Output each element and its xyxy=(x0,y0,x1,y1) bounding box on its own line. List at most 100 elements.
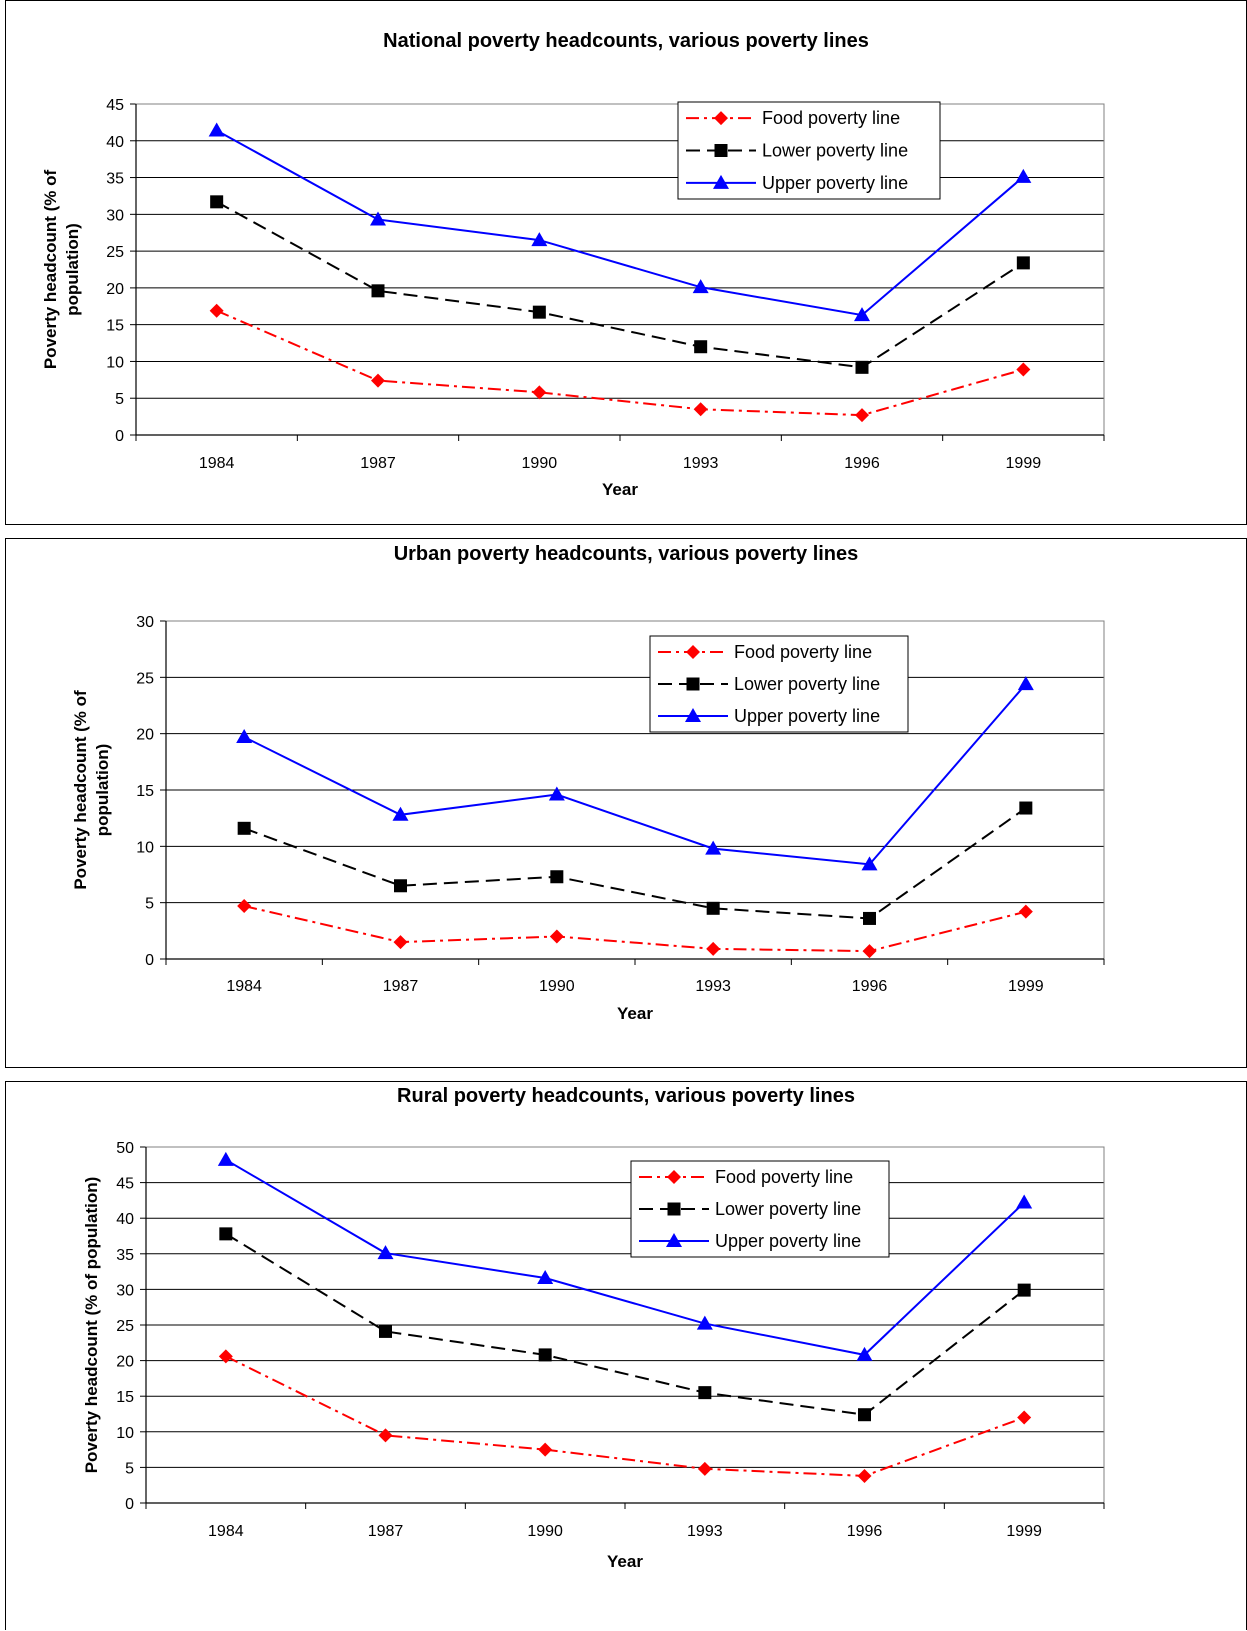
x-tick-label: 1990 xyxy=(539,978,575,995)
data-point xyxy=(393,935,408,950)
series-lower-poverty-line xyxy=(219,1227,1031,1422)
legend-marker xyxy=(685,708,701,722)
series-line xyxy=(225,1355,1025,1477)
y-tick-label: 10 xyxy=(116,1425,134,1442)
y-tick-label: 30 xyxy=(106,207,124,224)
data-point xyxy=(531,232,548,247)
y-tick-label: 0 xyxy=(145,952,154,969)
y-tick-label: 5 xyxy=(145,896,154,913)
x-tick-label: 1996 xyxy=(847,1523,883,1540)
x-tick-label: 1999 xyxy=(1006,1523,1042,1540)
data-point xyxy=(209,303,224,318)
y-tick-label: 35 xyxy=(116,1247,134,1264)
series-food-poverty-line xyxy=(237,899,1033,959)
data-point xyxy=(1016,1194,1033,1209)
y-tick-label: 15 xyxy=(106,318,124,335)
y-axis-title: Poverty headcount (% of population) xyxy=(82,1177,101,1474)
chart-title: Urban poverty headcounts, various povert… xyxy=(394,543,859,565)
data-point xyxy=(861,856,878,871)
data-point xyxy=(696,1315,713,1330)
x-tick-label: 1993 xyxy=(683,455,719,472)
data-point xyxy=(538,1348,552,1362)
x-axis-title: Year xyxy=(602,480,638,499)
data-point xyxy=(1017,1283,1031,1297)
data-point xyxy=(693,402,708,417)
legend-label: Food poverty line xyxy=(762,108,900,128)
series-line xyxy=(225,1158,1025,1356)
data-point xyxy=(1017,676,1034,691)
data-point xyxy=(692,279,709,294)
x-tick-label: 1993 xyxy=(695,978,731,995)
data-point xyxy=(706,941,721,956)
y-tick-label: 40 xyxy=(106,134,124,151)
legend-marker xyxy=(667,1170,681,1184)
x-axis-title: Year xyxy=(617,1004,653,1023)
legend-label: Lower poverty line xyxy=(762,141,908,161)
x-tick-label: 1996 xyxy=(852,978,888,995)
data-point xyxy=(1016,256,1030,270)
x-tick-label: 1999 xyxy=(1008,978,1044,995)
series-line xyxy=(216,309,1024,417)
data-point xyxy=(236,729,253,744)
data-point xyxy=(862,944,877,959)
national-chart-frame: National poverty headcounts, various pov… xyxy=(5,0,1247,525)
legend-label: Upper poverty line xyxy=(715,1231,861,1251)
y-tick-label: 25 xyxy=(116,1318,134,1335)
data-point xyxy=(532,385,547,400)
data-point xyxy=(392,806,409,821)
data-point xyxy=(1015,168,1032,183)
y-tick-label: 15 xyxy=(116,1389,134,1406)
legend-marker xyxy=(686,677,700,691)
legend-marker xyxy=(714,144,728,157)
data-point xyxy=(219,1227,233,1241)
urban-poverty-chart: Urban poverty headcounts, various povert… xyxy=(71,543,1105,1023)
data-point xyxy=(854,307,870,322)
series-line xyxy=(216,129,1024,317)
data-point xyxy=(855,360,869,374)
data-point xyxy=(538,1442,553,1457)
x-tick-label: 1984 xyxy=(208,1523,244,1540)
legend: Food poverty line Lower poverty line Upper… xyxy=(630,1160,890,1258)
y-axis-title-line: Poverty headcount (% of xyxy=(71,690,90,890)
legend-marker xyxy=(666,1233,682,1247)
x-tick-label: 1990 xyxy=(527,1523,563,1540)
y-tick-label: 10 xyxy=(106,354,124,371)
x-tick-label: 1987 xyxy=(368,1523,404,1540)
data-point xyxy=(537,1270,554,1285)
y-tick-label: 50 xyxy=(116,1140,134,1157)
y-tick-label: 30 xyxy=(116,1282,134,1299)
data-point xyxy=(698,1386,712,1400)
data-point xyxy=(1017,1410,1032,1425)
y-axis-title: Poverty headcount (% of population) xyxy=(41,170,82,370)
plot-area xyxy=(135,103,1105,436)
data-point xyxy=(210,195,224,209)
x-tick-label: 1987 xyxy=(383,978,419,995)
data-point xyxy=(1018,904,1033,919)
series-line xyxy=(243,905,1027,953)
data-point xyxy=(548,786,565,801)
data-point xyxy=(858,1408,871,1422)
data-point xyxy=(371,373,385,388)
y-tick-label: 40 xyxy=(116,1211,134,1228)
legend-marker xyxy=(686,645,700,659)
series-food-poverty-line xyxy=(218,1349,1032,1483)
rural-chart-frame: Rural poverty headcounts, various povert… xyxy=(5,1081,1247,1630)
data-point xyxy=(694,340,708,354)
y-tick-label: 25 xyxy=(106,244,124,261)
data-point xyxy=(855,408,869,423)
y-tick-label: 0 xyxy=(115,428,124,445)
x-tick-label: 1999 xyxy=(1006,455,1042,472)
y-tick-label: 20 xyxy=(116,1354,134,1371)
legend: Food poverty line Lower poverty line Upper… xyxy=(677,101,941,200)
series-lower-poverty-line xyxy=(237,801,1033,925)
data-point xyxy=(706,901,720,915)
data-point xyxy=(697,1461,712,1476)
data-point xyxy=(237,821,251,835)
data-point xyxy=(532,305,546,319)
x-tick-label: 1990 xyxy=(522,455,558,472)
data-point xyxy=(1019,801,1033,815)
data-point xyxy=(377,1245,394,1260)
y-tick-label: 45 xyxy=(116,1176,134,1193)
data-point xyxy=(394,879,407,893)
legend-label: Upper poverty line xyxy=(734,706,880,726)
